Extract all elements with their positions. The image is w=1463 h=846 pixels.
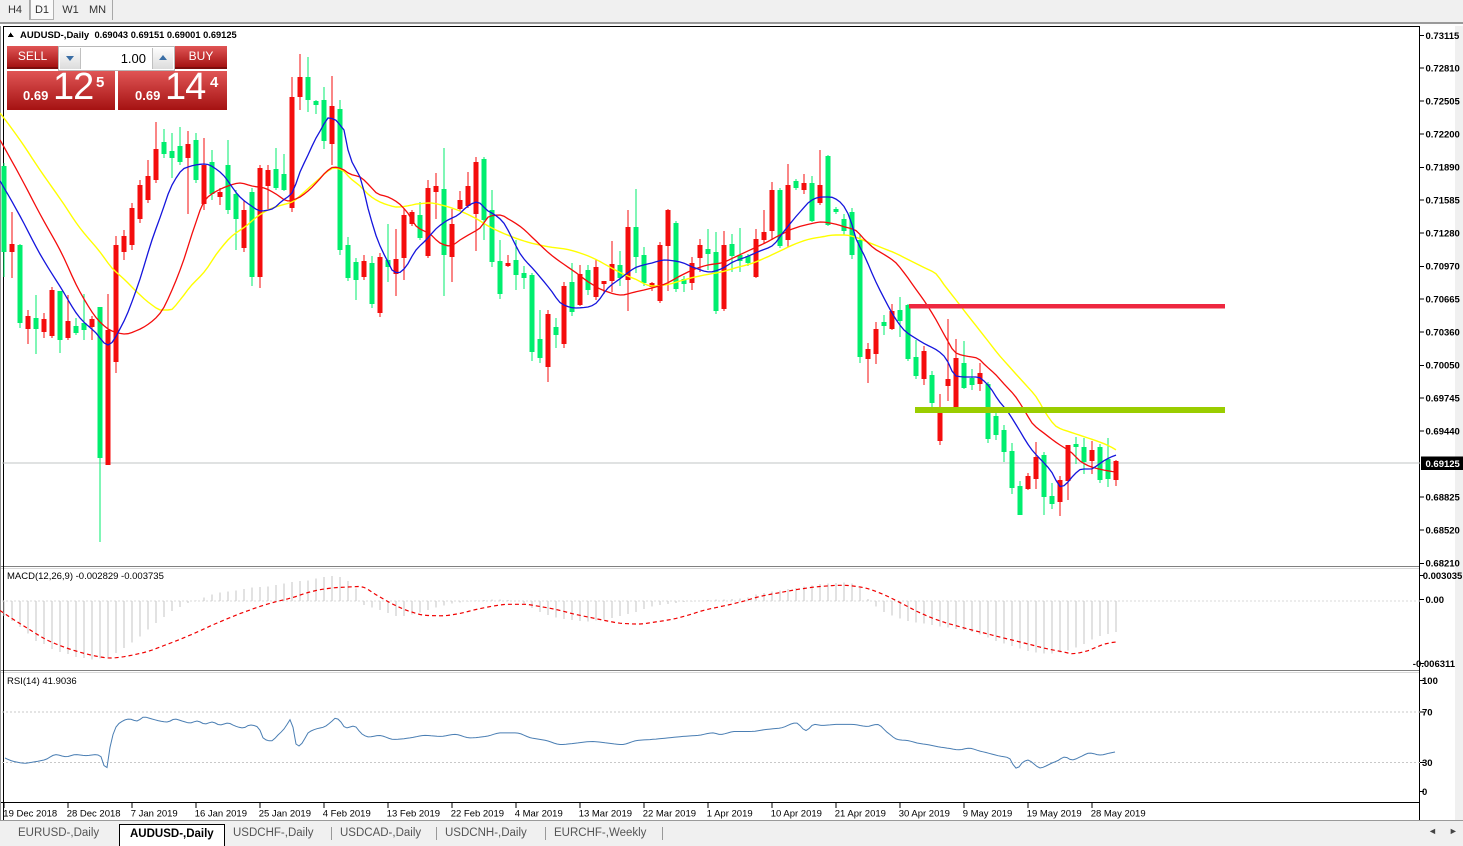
svg-text:9 May 2019: 9 May 2019: [963, 809, 1013, 820]
svg-text:22 Mar 2019: 22 Mar 2019: [643, 809, 696, 820]
svg-text:0.68825: 0.68825: [1426, 493, 1461, 504]
svg-text:0.68210: 0.68210: [1426, 559, 1460, 570]
svg-text:0.69745: 0.69745: [1426, 394, 1461, 405]
svg-text:21 Apr 2019: 21 Apr 2019: [835, 809, 886, 820]
svg-text:RSI(14) 41.9036: RSI(14) 41.9036: [7, 676, 77, 687]
svg-text:0.70665: 0.70665: [1426, 295, 1461, 306]
svg-text:10 Apr 2019: 10 Apr 2019: [771, 809, 822, 820]
svg-text:0.71280: 0.71280: [1426, 228, 1460, 239]
svg-text:16 Jan 2019: 16 Jan 2019: [195, 809, 247, 820]
svg-text:30 Apr 2019: 30 Apr 2019: [899, 809, 950, 820]
svg-text:MACD(12,26,9) -0.002829 -0.003: MACD(12,26,9) -0.002829 -0.003735: [7, 571, 164, 582]
svg-text:0.69125: 0.69125: [1426, 459, 1461, 470]
svg-text:4 Feb 2019: 4 Feb 2019: [323, 809, 371, 820]
svg-text:0.003035: 0.003035: [1423, 571, 1463, 582]
svg-text:-0.006311: -0.006311: [1413, 659, 1456, 670]
svg-text:0.00: 0.00: [1426, 595, 1445, 606]
svg-text:13 Mar 2019: 13 Mar 2019: [579, 809, 632, 820]
svg-text:0.69043 0.69151 0.69001 0.6912: 0.69043 0.69151 0.69001 0.69125: [95, 30, 237, 40]
svg-text:25 Jan 2019: 25 Jan 2019: [259, 809, 311, 820]
svg-text:0.71585: 0.71585: [1426, 196, 1461, 207]
svg-text:0.72200: 0.72200: [1426, 129, 1460, 140]
svg-text:70: 70: [1422, 707, 1433, 718]
svg-text:1 Apr 2019: 1 Apr 2019: [707, 809, 753, 820]
svg-text:0.73115: 0.73115: [1426, 31, 1461, 42]
svg-text:30: 30: [1422, 758, 1433, 769]
svg-text:19 Dec 2018: 19 Dec 2018: [3, 809, 57, 820]
svg-text:22 Feb 2019: 22 Feb 2019: [451, 809, 504, 820]
svg-text:0.71890: 0.71890: [1426, 163, 1460, 174]
svg-text:100: 100: [1422, 676, 1438, 687]
svg-text:0.72810: 0.72810: [1426, 64, 1460, 75]
svg-text:0.72505: 0.72505: [1426, 97, 1461, 108]
svg-text:0: 0: [1422, 787, 1427, 798]
svg-text:0.70360: 0.70360: [1426, 327, 1460, 338]
svg-text:13 Feb 2019: 13 Feb 2019: [387, 809, 440, 820]
svg-text:4 Mar 2019: 4 Mar 2019: [515, 809, 563, 820]
svg-text:28 May 2019: 28 May 2019: [1091, 809, 1146, 820]
svg-text:0.68520: 0.68520: [1426, 525, 1460, 536]
svg-text:28 Dec 2018: 28 Dec 2018: [67, 809, 121, 820]
svg-text:0.70970: 0.70970: [1426, 262, 1460, 273]
svg-text:7 Jan 2019: 7 Jan 2019: [131, 809, 178, 820]
svg-text:AUDUSD-,Daily: AUDUSD-,Daily: [20, 30, 90, 41]
svg-text:0.69440: 0.69440: [1426, 426, 1460, 437]
svg-text:0.70050: 0.70050: [1426, 361, 1460, 372]
svg-text:19 May 2019: 19 May 2019: [1027, 809, 1082, 820]
